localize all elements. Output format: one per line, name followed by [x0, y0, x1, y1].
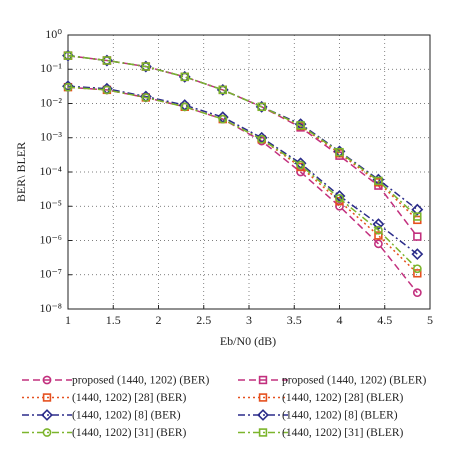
marker [180, 72, 189, 82]
marker [413, 212, 422, 221]
marker [296, 121, 305, 130]
x-tick-label: 1 [65, 313, 71, 327]
legend-item: (1440, 1202) [31] (BER) [22, 427, 187, 439]
series-line [67, 85, 418, 255]
legend-item: (1440, 1202) [8] (BLER) [238, 409, 398, 422]
marker [257, 134, 267, 144]
marker [141, 93, 151, 102]
y-axis-label: BER\ BLER [14, 142, 28, 202]
x-tick-label: 5 [427, 313, 433, 327]
series-line [67, 86, 418, 274]
marker [41, 409, 53, 421]
legend-label: proposed (1440, 1202) (BLER) [282, 375, 427, 387]
y-tick-label: 10⁻¹ [40, 61, 62, 75]
marker [63, 51, 73, 60]
marker [374, 176, 383, 186]
marker [372, 218, 385, 231]
marker [411, 248, 424, 261]
marker [333, 190, 346, 202]
legend-item: (1440, 1202) [31] (BLER) [238, 427, 404, 439]
marker [102, 85, 112, 95]
legend-label: (1440, 1202) [31] (BER) [72, 427, 187, 439]
series-line [67, 86, 418, 294]
legend-item: (1440, 1202) [8] (BER) [22, 409, 181, 422]
marker [296, 160, 305, 170]
legend-item: proposed (1440, 1202) (BER) [22, 375, 210, 387]
x-tick-label: 2.5 [196, 313, 211, 327]
legend-item: (1440, 1202) [28] (BLER) [238, 392, 404, 404]
marker [102, 56, 112, 65]
marker [413, 269, 422, 278]
y-tick-label: 10⁻³ [40, 130, 62, 144]
y-tick-label: 10⁻² [40, 95, 62, 109]
marker [411, 203, 424, 216]
legend-label: (1440, 1202) [31] (BLER) [282, 427, 404, 439]
legend-label: (1440, 1202) [28] (BLER) [282, 392, 404, 404]
marker [141, 62, 151, 71]
series-line [67, 54, 418, 238]
y-tick-label: 10⁻⁷ [39, 267, 62, 281]
x-tick-label: 4 [337, 313, 343, 327]
marker [412, 288, 422, 298]
series-line [67, 86, 418, 270]
marker [63, 82, 73, 92]
marker [258, 393, 268, 402]
marker [218, 114, 228, 124]
marker [374, 231, 383, 240]
marker [258, 375, 268, 385]
x-tick-label: 3.5 [287, 313, 302, 327]
marker [257, 102, 266, 112]
marker [180, 102, 190, 112]
marker [42, 393, 52, 402]
x-tick-label: 1.5 [106, 313, 121, 327]
marker [42, 375, 52, 385]
marker [258, 428, 268, 437]
y-tick-label: 10⁻⁸ [39, 301, 62, 315]
series-line [67, 54, 418, 211]
marker [335, 147, 344, 157]
x-tick-label: 4.5 [377, 313, 392, 327]
y-tick-label: 10⁻⁴ [39, 164, 62, 178]
marker [412, 264, 422, 274]
legend-label: (1440, 1202) [28] (BER) [72, 392, 187, 404]
marker [42, 428, 52, 437]
y-tick-label: 10⁻⁶ [39, 232, 62, 246]
legend-label: (1440, 1202) [8] (BER) [72, 410, 181, 422]
marker [374, 225, 383, 235]
marker [413, 232, 422, 241]
x-tick-label: 3 [246, 313, 252, 327]
marker [374, 239, 383, 249]
legend-item: proposed (1440, 1202) (BLER) [238, 375, 427, 387]
legend-label: proposed (1440, 1202) (BER) [72, 375, 210, 387]
y-tick-label: 10⁻⁵ [39, 198, 62, 212]
series-line [67, 54, 418, 218]
marker [335, 193, 344, 203]
legend-label: (1440, 1202) [8] (BLER) [282, 410, 398, 422]
x-axis-label: Eb/N0 (dB) [220, 334, 276, 348]
plot-frame [67, 34, 431, 310]
marker [218, 85, 227, 95]
y-tick-label: 10⁰ [45, 27, 62, 41]
legend-item: (1440, 1202) [28] (BER) [22, 392, 187, 404]
marker [257, 409, 269, 421]
x-tick-label: 2 [156, 313, 162, 327]
